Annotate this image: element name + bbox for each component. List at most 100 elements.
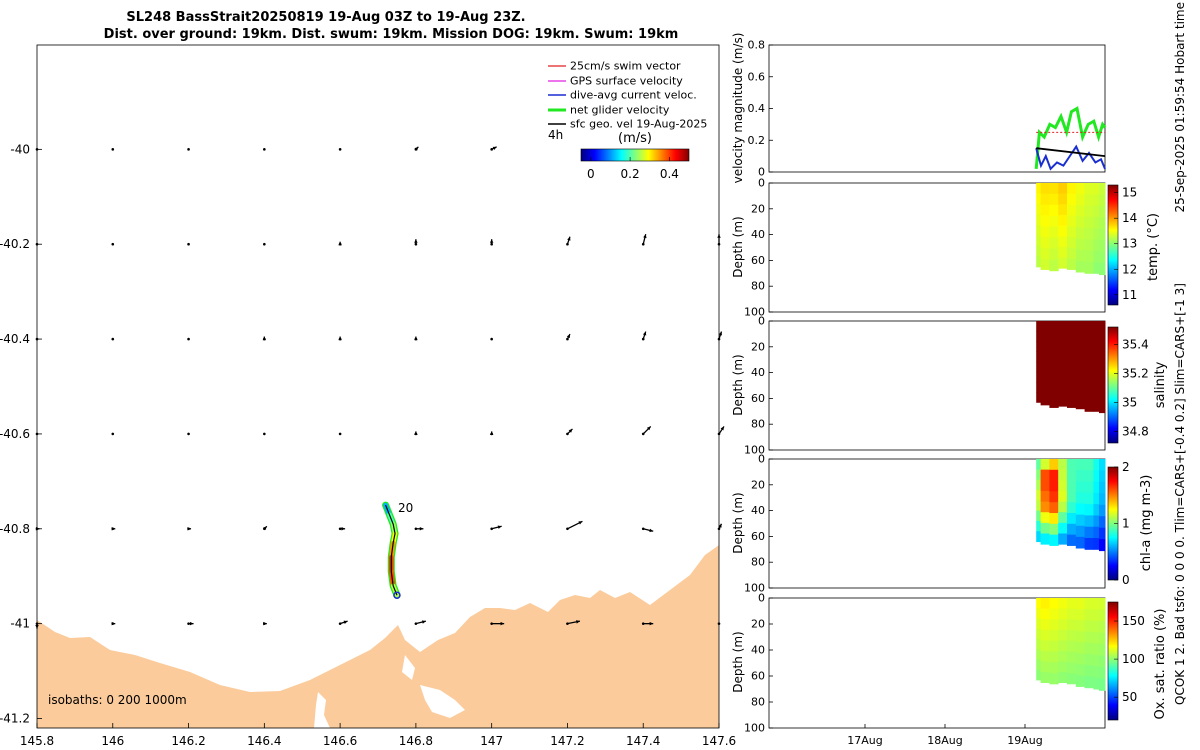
depth-cell	[1093, 492, 1103, 505]
colorbar-tick-label: 150	[1122, 614, 1145, 628]
map-y-tick-label: -40.2	[0, 237, 30, 251]
depth-cell	[1040, 501, 1050, 513]
depth-cell	[1084, 321, 1094, 333]
depth-cell	[1040, 619, 1050, 631]
depth-cell	[1036, 235, 1042, 247]
depth-cell	[1075, 386, 1086, 399]
depth-cell	[1049, 598, 1059, 610]
depth-cell	[1075, 321, 1086, 333]
depth-y-tick-label: 60	[751, 392, 765, 405]
depth-cell	[1099, 598, 1106, 611]
depth-cell	[1099, 644, 1106, 657]
temperature-colorbar	[1107, 184, 1119, 306]
velocity-y-ticks: 0 0.2 0.4 0.6 0.8	[748, 39, 773, 179]
depth-cell	[1099, 228, 1106, 241]
depth-cell	[1099, 321, 1106, 333]
map-y-tick-label: -40.6	[0, 427, 30, 441]
depth-y-tick-label: 40	[751, 504, 765, 517]
vector-origin	[35, 337, 39, 341]
vector-origin	[338, 432, 342, 436]
vector-origin	[338, 148, 342, 151]
vector-head	[489, 239, 494, 243]
vector-head	[646, 426, 651, 431]
depth-cell	[1093, 250, 1103, 263]
depth-y-tick-label: 80	[751, 556, 765, 569]
depth-cell	[1084, 642, 1094, 655]
depth-cell	[1049, 321, 1059, 333]
depth-cell	[1075, 183, 1086, 195]
map-y-tick-label: -40.4	[0, 332, 30, 346]
depth-cell	[1075, 653, 1086, 665]
depth-cell	[1067, 247, 1077, 260]
vector-origin	[490, 337, 493, 341]
depth-cell	[1093, 388, 1103, 401]
depth-cell	[1049, 608, 1059, 620]
depth-cell	[1067, 396, 1077, 408]
depth-cell	[1093, 216, 1103, 229]
depth-cell	[1058, 374, 1068, 386]
depth-cell	[1036, 659, 1042, 671]
depth-cell	[1067, 608, 1077, 620]
vector-origin	[187, 242, 190, 246]
vector-head	[718, 331, 723, 336]
map-x-tick-label: 146	[101, 734, 124, 748]
map-panel: 145.8 146 146.2 146.4 146.6 146.8 147 147.2 147.…	[0, 44, 736, 748]
depth-cell	[1075, 459, 1086, 471]
oxygen-colorbar-label: Ox. sat. ratio (%)	[1153, 609, 1168, 720]
oxygen-panel: Depth (m) Ox. sat. ratio (%) 0 20 40 60 80 10…	[731, 592, 1168, 748]
depth-cell	[1049, 491, 1059, 503]
depth-cell	[1075, 664, 1086, 676]
colorbar-tick-label: 100	[1122, 652, 1145, 666]
depth-cell	[1099, 194, 1106, 207]
velocity-ylabel: velocity magnitude (m/s)	[731, 33, 745, 184]
salinity-ylabel: Depth (m)	[731, 354, 745, 415]
depth-cell	[1036, 649, 1042, 660]
depth-cell	[1036, 459, 1042, 470]
depth-y-tick-label: 100	[744, 582, 765, 595]
vector-origin	[187, 148, 190, 151]
vector-head	[576, 620, 580, 624]
depth-cell	[1036, 489, 1042, 501]
depth-y-tick-label: 20	[751, 202, 765, 215]
depth-cell	[1084, 239, 1094, 252]
depth-cell	[1093, 183, 1103, 195]
depth-cell	[1040, 258, 1050, 270]
depth-cell	[1058, 640, 1068, 652]
depth-cell	[1084, 332, 1094, 345]
depth-y-tick-label: 20	[751, 618, 765, 631]
depth-cell	[1036, 531, 1042, 543]
map-y-tick-label: -40	[10, 142, 30, 156]
colorbar-tick-label: 15	[1122, 186, 1137, 200]
depth-cell	[1040, 215, 1050, 227]
depth-cell	[1084, 620, 1094, 633]
depth-cell	[1075, 631, 1086, 643]
depth-cell	[1040, 362, 1050, 374]
depth-cell	[1067, 226, 1077, 238]
depth-cell	[1040, 237, 1050, 249]
chlorophyll-panel: Depth (m) chl-a (mg m-3) 0 20 40 60 80 100 0 1 2	[731, 453, 1154, 595]
vector-head	[500, 621, 505, 626]
temperature-colorbar-label: temp. (°C)	[1146, 213, 1161, 281]
depth-cell	[1058, 321, 1068, 333]
depth-cell	[1049, 375, 1059, 387]
chlorophyll-ylabel: Depth (m)	[731, 492, 745, 553]
vector-head	[343, 620, 348, 624]
vector-head	[414, 336, 418, 341]
depth-y-tick-label: 20	[751, 478, 765, 491]
depth-cell	[1058, 512, 1068, 524]
depth-cell	[1036, 510, 1042, 522]
depth-cell	[1049, 480, 1059, 492]
legend-current-velocity: dive-avg current veloc.	[570, 89, 697, 102]
map-y-tick-label: -40.8	[0, 522, 30, 536]
map-x-tick-label: 145.8	[20, 734, 54, 748]
depth-cell	[1099, 493, 1106, 506]
vector-origin	[263, 148, 266, 151]
depth-cell	[1099, 389, 1106, 402]
colorbar-tick-label: 12	[1122, 262, 1137, 276]
depth-cell	[1067, 364, 1077, 376]
depth-cell	[1075, 331, 1086, 344]
colorbar-tick-label: 13	[1122, 237, 1137, 251]
depth-cell	[1067, 523, 1077, 536]
depth-cell	[1049, 364, 1059, 376]
depth-cell	[1067, 331, 1077, 344]
